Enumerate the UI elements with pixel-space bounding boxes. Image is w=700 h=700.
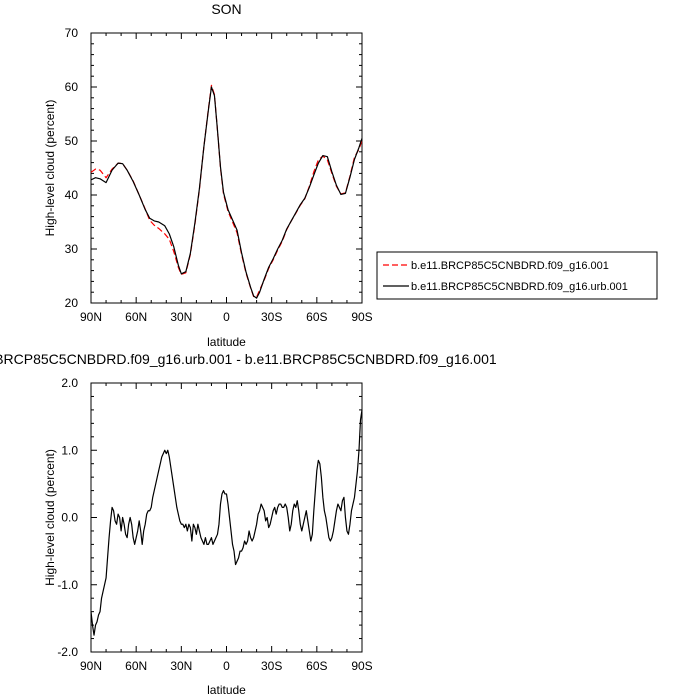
x-tick-label: 30N <box>170 659 192 673</box>
legend-label-1: b.e11.BRCP85C5CNBDRD.f09_g16.001 <box>411 260 609 272</box>
x-axis-label: latitude <box>207 335 246 349</box>
x-tick-label: 60N <box>125 659 147 673</box>
x-axis-label: latitude <box>207 683 246 697</box>
legend-box <box>376 251 658 300</box>
x-tick-label: 90N <box>80 310 102 324</box>
chart-panel-1: 90N 60N 30N 0 30S 60S 90S 20 30 40 50 60 70 SON latitu… <box>43 1 658 349</box>
x-tick-label: 60S <box>306 310 327 324</box>
y-tick-label: 40 <box>65 188 79 202</box>
x-tick-label: 30S <box>261 310 282 324</box>
y-tick-label: 0.0 <box>61 511 78 525</box>
y-tick-label: 50 <box>65 134 79 148</box>
y-tick-label: -2.0 <box>57 645 78 659</box>
y-tick-label: 2.0 <box>61 376 78 390</box>
series-line-1 <box>90 409 363 636</box>
x-tick-label: 0 <box>223 659 230 673</box>
x-tick-label: 90N <box>80 659 102 673</box>
x-tick-label: 60N <box>125 310 147 324</box>
y-tick-label: -1.0 <box>57 578 78 592</box>
x-tick-label: 30S <box>261 659 282 673</box>
x-tick-label: 30N <box>170 310 192 324</box>
x-tick-label: 90S <box>351 659 372 673</box>
legend-label-2: b.e11.BRCP85C5CNBDRD.f09_g16.urb.001 <box>411 281 628 293</box>
y-tick-label: 70 <box>65 26 79 40</box>
chart-title: SON <box>211 1 241 17</box>
series-line-2 <box>90 86 363 299</box>
x-tick-label: 90S <box>351 310 372 324</box>
y-tick-label: 60 <box>65 80 79 94</box>
y-tick-label: 1.0 <box>61 443 78 457</box>
x-tick-label: 0 <box>223 310 230 324</box>
plot-frame <box>90 32 363 304</box>
chart-panel-2: 90N 60N 30N 0 30S 60S 90S -2.0 -1.0 0.0 1.0 2.0 b.e1… <box>0 351 497 697</box>
series-line-1 <box>90 84 363 298</box>
y-axis-label: High-level cloud (percent) <box>43 449 57 586</box>
y-axis-label: High-level cloud (percent) <box>43 100 57 237</box>
y-tick-label: 30 <box>65 242 79 256</box>
legend: b.e11.BRCP85C5CNBDRD.f09_g16.001 b.e11.BR… <box>376 251 658 300</box>
y-tick-label: 20 <box>65 296 79 310</box>
chart-title: b.e11.BRCP85C5CNBDRD.f09_g16.urb.001 - b… <box>0 351 497 367</box>
plot-frame <box>90 382 363 653</box>
x-tick-label: 60S <box>306 659 327 673</box>
